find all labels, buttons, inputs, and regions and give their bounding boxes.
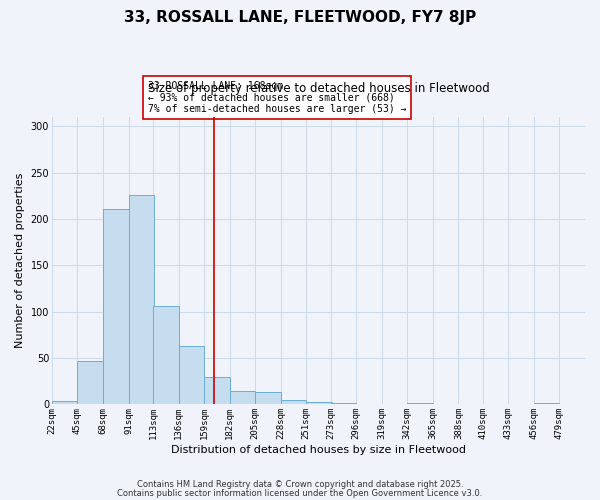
Bar <box>153 306 179 404</box>
Text: 33, ROSSALL LANE, FLEETWOOD, FY7 8JP: 33, ROSSALL LANE, FLEETWOOD, FY7 8JP <box>124 10 476 25</box>
Bar <box>281 400 306 404</box>
Bar <box>103 209 128 404</box>
Y-axis label: Number of detached properties: Number of detached properties <box>15 173 25 348</box>
Bar <box>255 392 281 404</box>
Text: 33 ROSSALL LANE: 168sqm
← 93% of detached houses are smaller (668)
7% of semi-de: 33 ROSSALL LANE: 168sqm ← 93% of detache… <box>148 81 406 114</box>
Bar <box>128 195 154 404</box>
Bar <box>204 376 230 404</box>
Bar <box>230 390 255 404</box>
X-axis label: Distribution of detached houses by size in Fleetwood: Distribution of detached houses by size … <box>171 445 466 455</box>
Text: Contains public sector information licensed under the Open Government Licence v3: Contains public sector information licen… <box>118 488 482 498</box>
Text: Contains HM Land Registry data © Crown copyright and database right 2025.: Contains HM Land Registry data © Crown c… <box>137 480 463 489</box>
Title: Size of property relative to detached houses in Fleetwood: Size of property relative to detached ho… <box>148 82 490 95</box>
Bar <box>77 361 103 405</box>
Bar <box>52 400 77 404</box>
Bar <box>306 402 332 404</box>
Bar <box>179 346 204 405</box>
